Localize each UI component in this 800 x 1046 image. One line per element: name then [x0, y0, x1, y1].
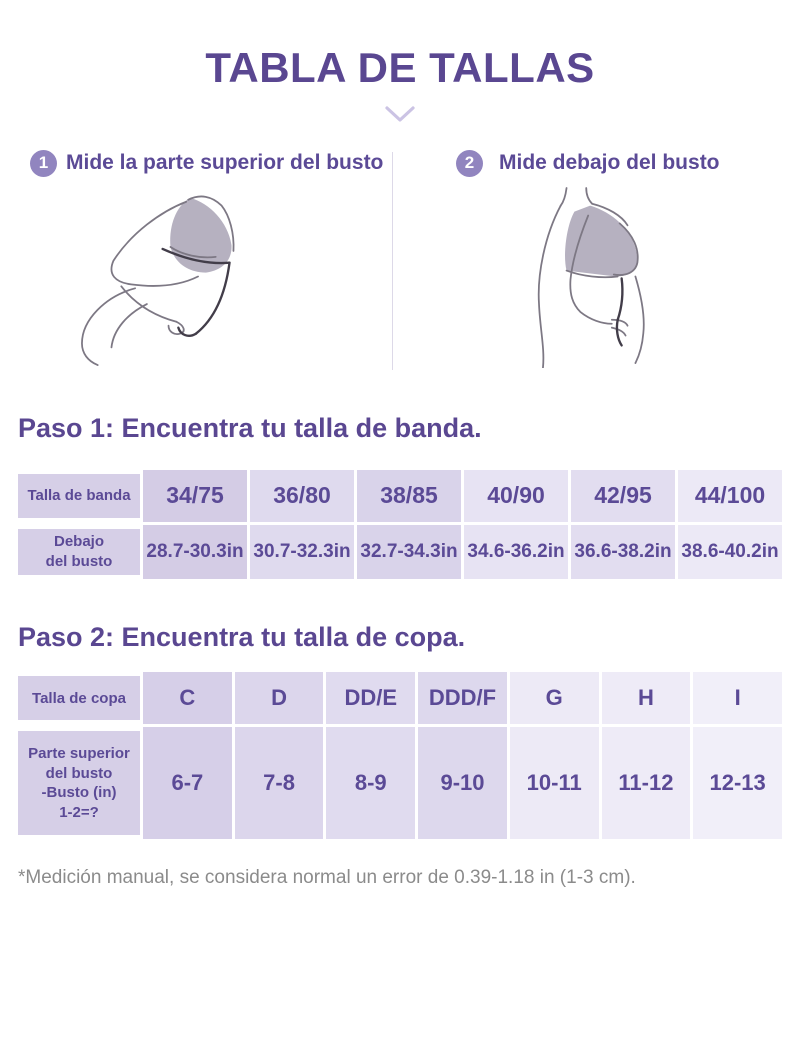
cup-size-value: D	[234, 672, 324, 725]
cup-size-row-label: Talla de copa	[18, 676, 140, 721]
cup-size-value: I	[693, 672, 782, 725]
step-1-panel: 1 Mide la parte superior del busto	[0, 148, 400, 370]
bust-difference-row-label: Parte superior del busto -Busto (in) 1-2…	[18, 731, 140, 836]
band-size-row-label: Talla de banda	[18, 473, 140, 518]
section-divider	[392, 152, 393, 371]
step-1-instruction: 1 Mide la parte superior del busto	[0, 148, 400, 178]
step-2-label: Mide debajo del busto	[499, 151, 720, 175]
under-bust-row-label: Debajo del busto	[18, 528, 140, 575]
cup-size-value: DDD/F	[418, 672, 507, 725]
band-size-value: 38/85	[357, 469, 461, 522]
woman-measuring-under-bust-illustration	[537, 187, 645, 369]
band-size-table: Talla de banda 34/75 36/80 38/85 40/90 4…	[18, 469, 782, 579]
measure-top-of-bust-figure	[0, 186, 400, 368]
bust-difference-range: 11-12	[601, 727, 691, 840]
step-1-number-badge: 1	[30, 149, 57, 177]
bust-difference-range: 7-8	[234, 727, 324, 840]
bust-difference-range: 10-11	[509, 727, 599, 840]
bust-difference-range: 6-7	[143, 727, 232, 840]
bust-difference-range: 8-9	[326, 727, 416, 840]
under-bust-range: 30.7-32.3in	[250, 524, 354, 579]
woman-measuring-top-bust-illustration	[81, 195, 235, 367]
bust-difference-range: 9-10	[418, 727, 507, 840]
bust-difference-range: 12-13	[693, 727, 782, 840]
band-size-value: 36/80	[250, 469, 354, 522]
step-1-label: Mide la parte superior del busto	[66, 151, 384, 175]
step-2-number-badge: 2	[456, 149, 483, 177]
under-bust-range: 38.6-40.2in	[678, 524, 782, 579]
page-title: TABLA DE TALLAS	[205, 44, 595, 91]
size-chart-page: TABLA DE TALLAS 1 Mide la parte superior…	[0, 44, 800, 889]
measurement-disclaimer: *Medición manual, se considera normal un…	[18, 867, 636, 889]
cup-size-table: Talla de copa C D DD/E DDD/F G H I Parte…	[18, 672, 782, 840]
band-size-value: 34/75	[143, 469, 247, 522]
measurement-instructions-section: 1 Mide la parte superior del busto	[0, 148, 800, 371]
cup-size-value: G	[509, 672, 599, 725]
under-bust-range: 34.6-36.2in	[464, 524, 568, 579]
cup-size-value: C	[143, 672, 232, 725]
under-bust-range: 28.7-30.3in	[143, 524, 247, 579]
chevron-down-icon	[383, 106, 417, 124]
band-size-value: 42/95	[571, 469, 675, 522]
step-1-heading: Paso 1: Encuentra tu talla de banda.	[18, 413, 482, 444]
measure-under-bust-figure	[400, 186, 800, 369]
step-2-instruction: 2 Mide debajo del busto	[400, 148, 800, 178]
step-2-heading: Paso 2: Encuentra tu talla de copa.	[18, 621, 466, 652]
band-size-value: 44/100	[678, 469, 782, 522]
under-bust-range: 36.6-38.2in	[571, 524, 675, 579]
under-bust-range: 32.7-34.3in	[357, 524, 461, 579]
cup-size-value: H	[601, 672, 691, 725]
cup-size-value: DD/E	[326, 672, 416, 725]
band-size-value: 40/90	[464, 469, 568, 522]
step-2-panel: 2 Mide debajo del busto	[400, 148, 800, 370]
